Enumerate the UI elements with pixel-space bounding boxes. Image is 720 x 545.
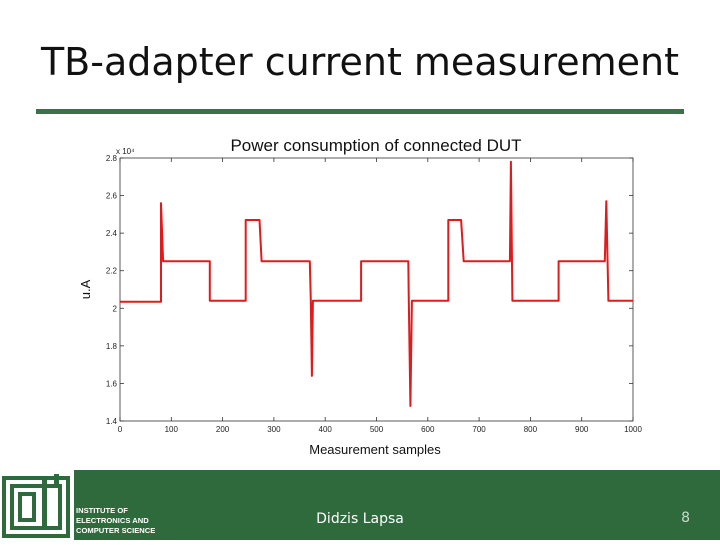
chart: Power consumption of connected DUT x 10⁴… <box>78 136 643 457</box>
y-tick-label: 1.4 <box>106 417 118 426</box>
chart-title: Power consumption of connected DUT <box>230 136 521 155</box>
plot-area-border <box>119 157 634 422</box>
y-tick-label: 1.6 <box>106 379 118 388</box>
x-tick-label: 100 <box>165 425 179 434</box>
y-tick-label: 2.8 <box>106 154 118 163</box>
institute-line: COMPUTER SCIENCE <box>76 526 156 535</box>
y-axis-exponent: x 10⁴ <box>116 147 135 156</box>
x-tick-label: 200 <box>216 425 230 434</box>
x-tick-label: 400 <box>319 425 333 434</box>
y-tick-label: 2.4 <box>106 229 118 238</box>
institute-name: INSTITUTE OF ELECTRONICS AND COMPUTER SC… <box>76 506 155 536</box>
x-tick-label: 900 <box>575 425 589 434</box>
y-tick-label: 2.6 <box>106 192 118 201</box>
y-tick-label: 1.8 <box>106 342 118 351</box>
series-line <box>120 160 633 407</box>
x-tick-label: 1000 <box>624 425 642 434</box>
footer-author: Didzis Lapsa <box>316 511 404 527</box>
footer-bar <box>0 470 720 540</box>
y-tick-label: 2.2 <box>106 267 118 276</box>
x-axis-label: Measurement samples <box>309 442 441 457</box>
series-layer <box>120 160 633 407</box>
title-divider <box>36 109 684 114</box>
x-tick-label: 300 <box>267 425 281 434</box>
slide-title: TB-adapter current measurement <box>40 40 680 84</box>
institute-line: INSTITUTE OF <box>76 506 128 515</box>
edi-logo-icon <box>2 474 70 538</box>
x-tick-label: 0 <box>118 425 123 434</box>
y-axis-label: u.A <box>78 279 93 299</box>
x-tick-label: 500 <box>370 425 384 434</box>
x-tick-label: 700 <box>472 425 486 434</box>
institute-logo <box>0 470 74 540</box>
plot-frame <box>119 157 634 422</box>
x-tick-label: 800 <box>524 425 538 434</box>
page-number: 8 <box>681 510 690 526</box>
y-tick-label: 2 <box>113 304 118 313</box>
x-tick-label: 600 <box>421 425 435 434</box>
axis-ticks: 0 100 200 300 400 500 600 700 800 900 1000 1.4 1.6 1.… <box>106 154 643 434</box>
institute-line: ELECTRONICS AND <box>76 516 149 525</box>
